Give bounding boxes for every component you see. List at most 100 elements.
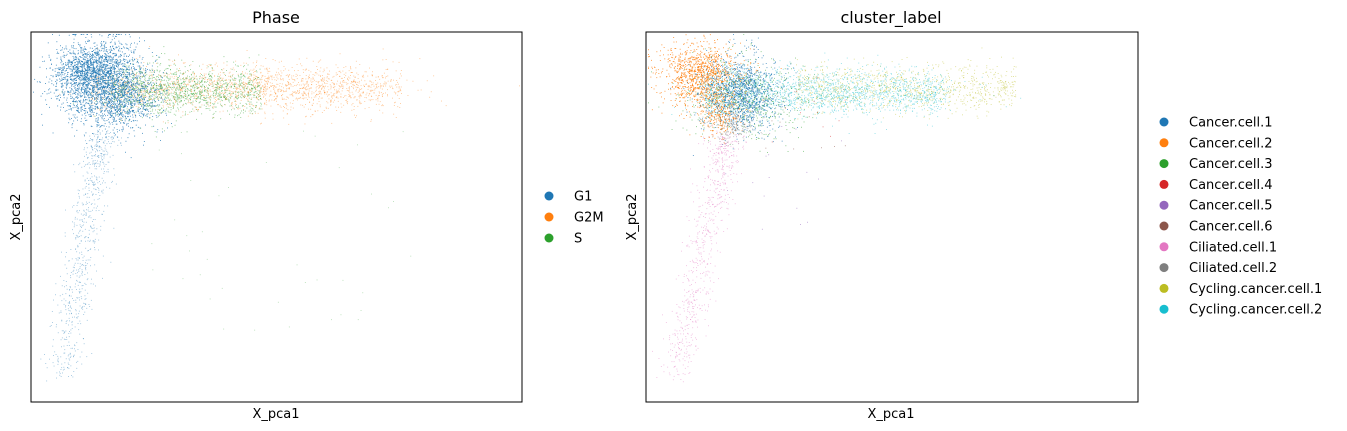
phase-point — [154, 91, 155, 92]
phase-point — [130, 97, 132, 99]
phase-point — [333, 93, 334, 95]
phase-point — [341, 84, 343, 86]
phase-point — [239, 107, 241, 109]
phase-point — [78, 88, 80, 90]
phase-point — [135, 86, 137, 87]
phase-point — [233, 77, 235, 79]
phase-point — [100, 63, 102, 65]
phase-point — [147, 90, 148, 92]
phase-point — [77, 90, 79, 92]
phase-point — [130, 102, 132, 104]
phase-point — [216, 87, 217, 88]
phase-point — [167, 97, 169, 99]
phase-point — [342, 70, 344, 72]
phase-point — [147, 102, 149, 104]
phase-point — [268, 100, 270, 102]
phase-point — [118, 68, 120, 70]
phase-point — [116, 105, 117, 107]
phase-point — [95, 108, 97, 110]
phase-point — [131, 68, 132, 70]
phase-point — [46, 93, 48, 95]
phase-point — [357, 85, 359, 86]
phase-point — [101, 59, 103, 61]
phase-point — [393, 91, 395, 93]
phase-point — [361, 79, 362, 81]
phase-point — [103, 119, 105, 121]
phase-point — [110, 50, 111, 52]
phase-point — [140, 90, 142, 92]
phase-point — [241, 75, 243, 77]
phase-point — [189, 76, 190, 78]
phase-point — [114, 72, 115, 74]
phase-point — [93, 89, 95, 91]
phase-point — [306, 82, 308, 84]
phase-point — [380, 85, 381, 87]
phase-point — [280, 75, 282, 77]
phase-point — [128, 49, 130, 51]
phase-point — [95, 59, 97, 60]
phase-point — [170, 100, 172, 102]
phase-point — [193, 74, 195, 76]
phase-point — [199, 75, 201, 77]
phase-point — [74, 114, 76, 116]
phase-point — [79, 101, 80, 103]
phase-point — [101, 115, 103, 117]
phase-point — [128, 80, 129, 82]
phase-point — [98, 63, 100, 65]
phase-point — [193, 80, 195, 82]
phase-point — [62, 92, 64, 94]
phase-point — [292, 85, 294, 87]
phase-point — [305, 89, 307, 91]
phase-point — [80, 103, 81, 105]
phase-point — [259, 78, 261, 80]
phase-point — [73, 42, 75, 44]
phase-point — [90, 91, 92, 93]
phase-point — [252, 81, 253, 83]
phase-point — [91, 70, 92, 72]
phase-point — [167, 120, 169, 122]
phase-point — [91, 126, 93, 127]
phase-point — [209, 65, 211, 66]
phase-point — [173, 78, 175, 79]
phase-point — [243, 62, 245, 64]
phase-point — [330, 85, 332, 87]
phase-point — [159, 83, 160, 85]
phase-point — [178, 92, 180, 94]
phase-point — [267, 72, 269, 74]
phase-point — [298, 97, 300, 99]
phase-point — [105, 82, 107, 84]
phase-point — [377, 82, 379, 84]
phase-point — [174, 98, 175, 100]
phase-point — [108, 91, 110, 93]
phase-point — [232, 75, 233, 77]
phase-point — [303, 85, 305, 87]
phase-point — [120, 88, 122, 90]
phase-point — [398, 90, 400, 92]
phase-point — [163, 91, 165, 93]
phase-point — [118, 81, 119, 82]
phase-point — [190, 90, 192, 92]
phase-point — [285, 75, 287, 76]
phase-point — [377, 76, 379, 78]
phase-point — [116, 58, 118, 60]
phase-point — [52, 34, 53, 35]
phase-point — [96, 103, 98, 105]
phase-point — [231, 82, 233, 84]
phase-point — [190, 81, 191, 83]
phase-point — [250, 74, 252, 76]
phase-point — [127, 111, 129, 112]
phase-point — [360, 89, 362, 90]
phase-point — [197, 109, 199, 111]
phase-point — [92, 63, 94, 65]
phase-point — [91, 96, 93, 98]
phase-point — [165, 122, 166, 124]
phase-point — [219, 85, 221, 86]
phase-point — [188, 81, 190, 83]
phase-point — [49, 78, 51, 80]
phase-point — [385, 77, 386, 79]
phase-point — [232, 93, 234, 95]
phase-point — [119, 93, 121, 95]
phase-point — [145, 84, 146, 86]
phase-point — [109, 63, 111, 64]
phase-point — [159, 70, 161, 72]
